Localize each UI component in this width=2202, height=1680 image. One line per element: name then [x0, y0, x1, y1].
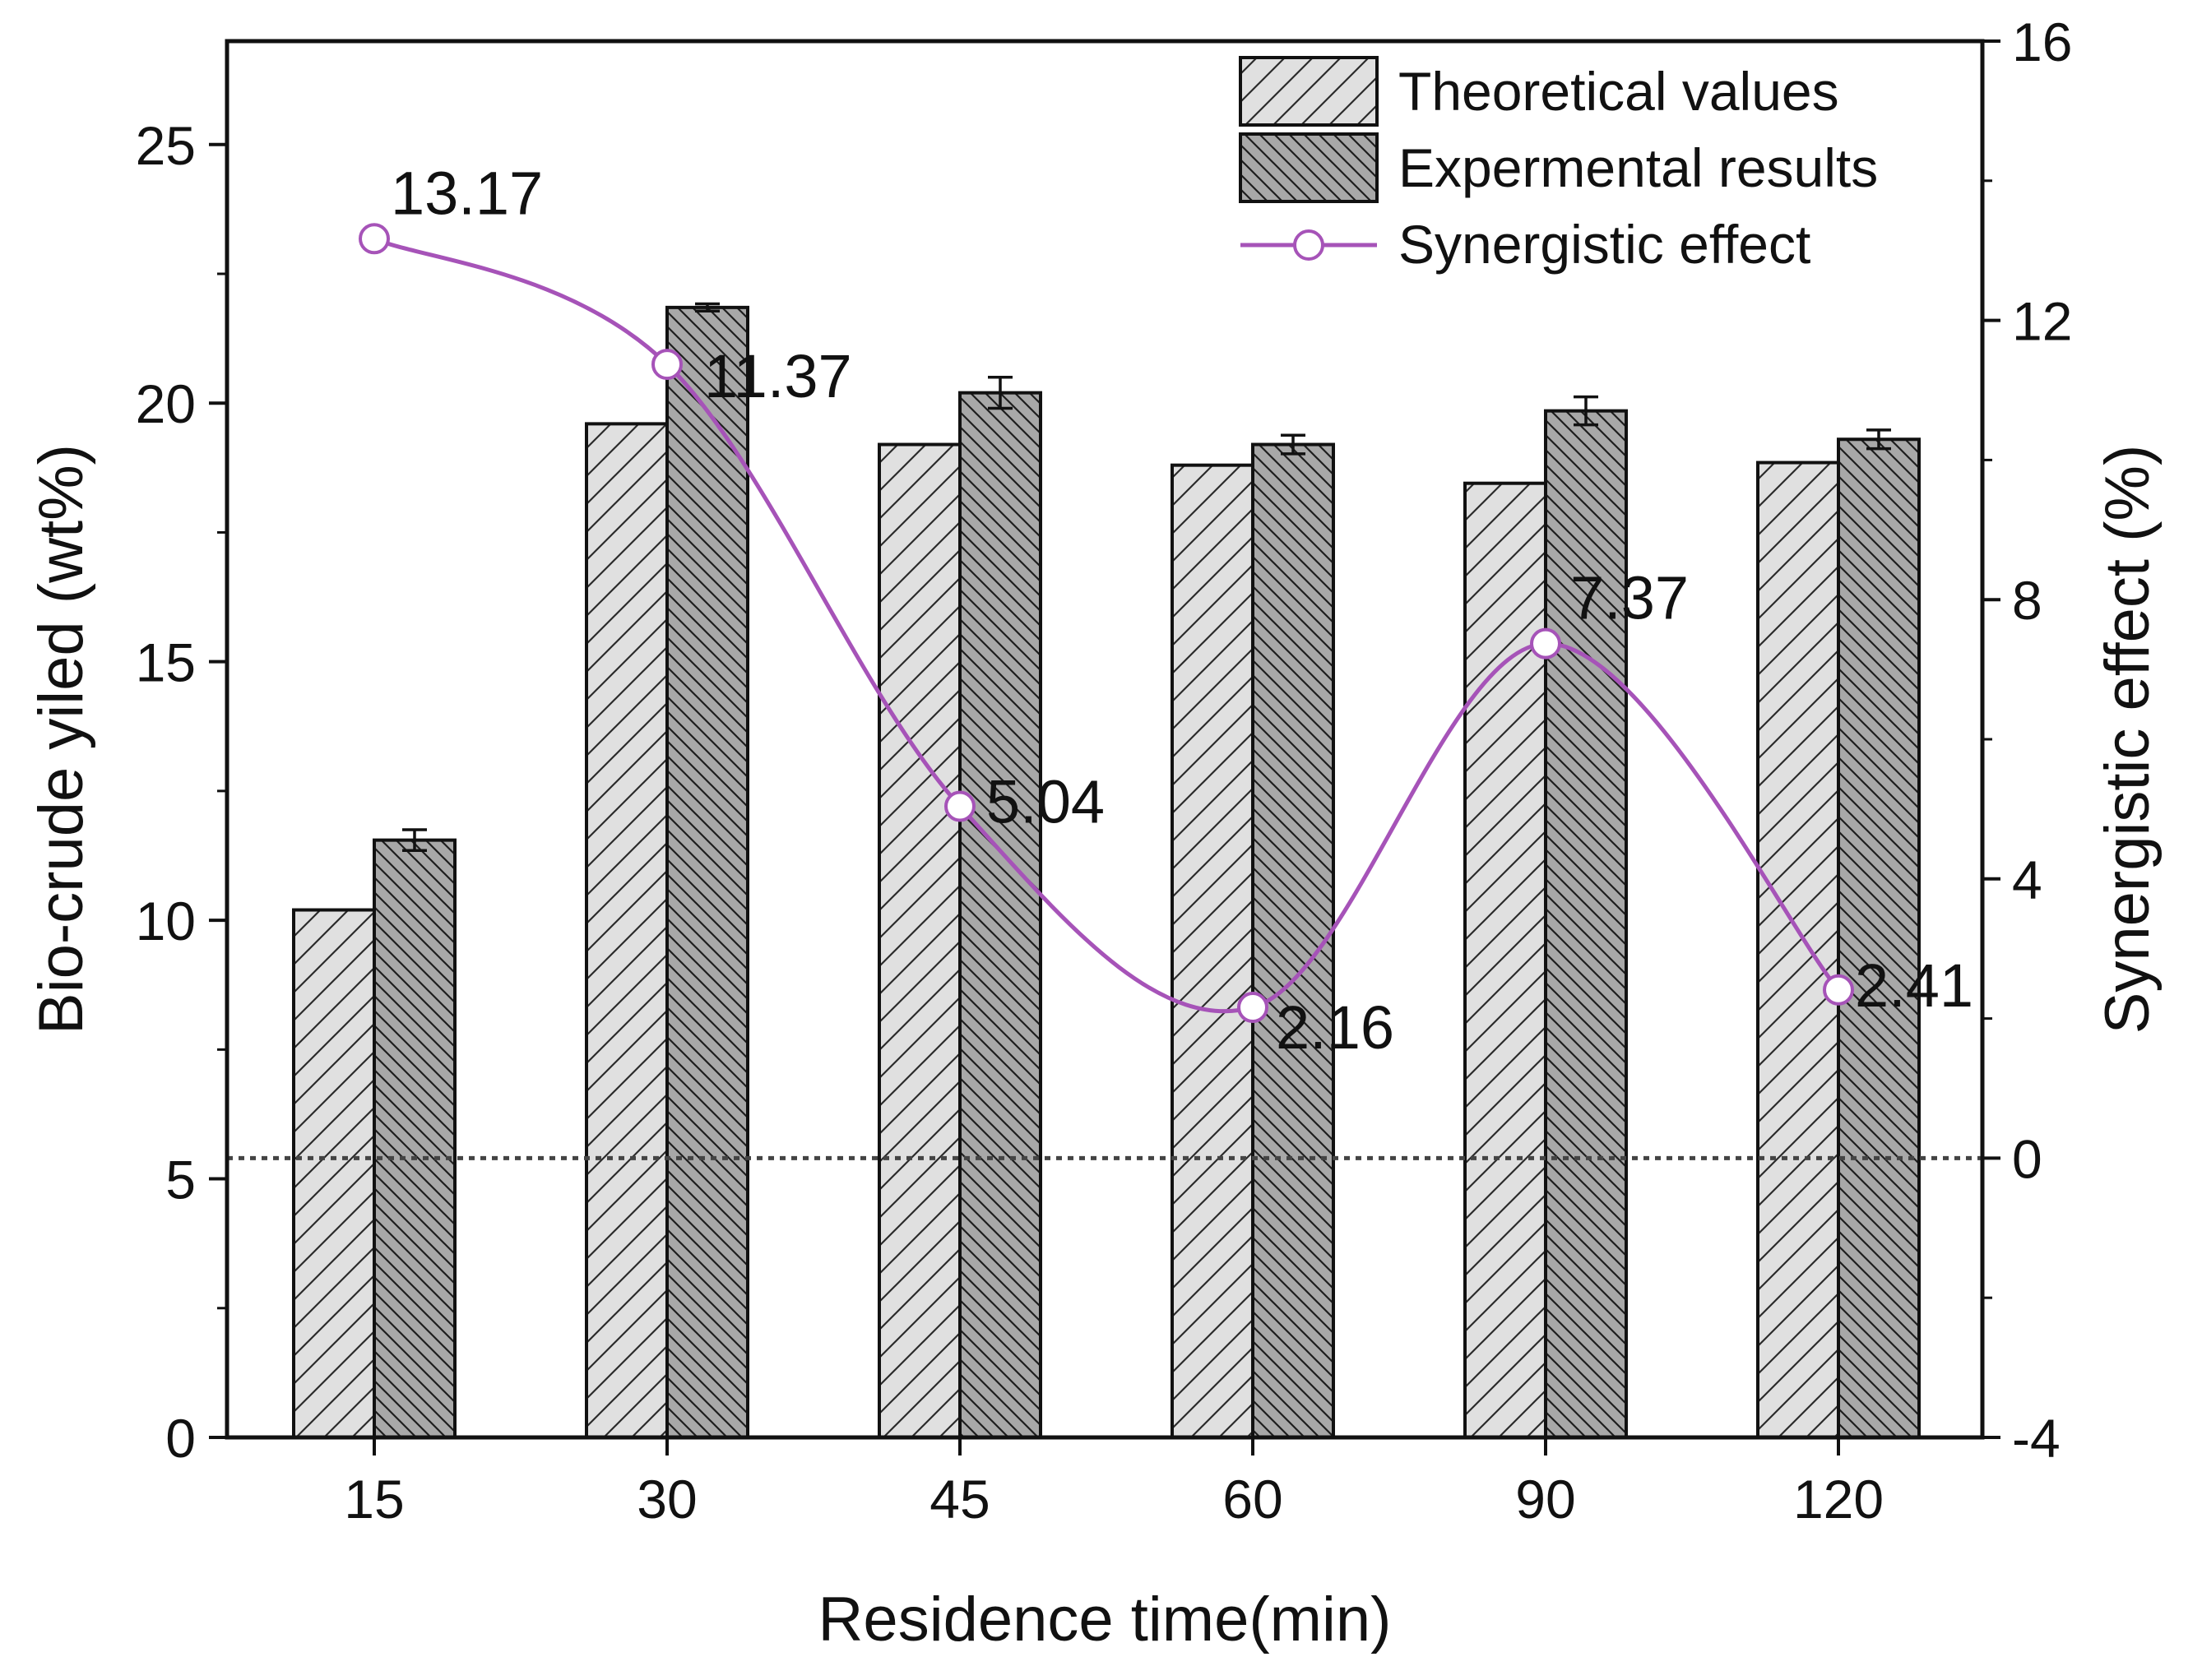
- x-tick-label: 120: [1793, 1469, 1884, 1530]
- synergistic-points: [359, 223, 1854, 1024]
- x-tick-label: 90: [1515, 1469, 1575, 1530]
- bar-theoretical-120: [1756, 460, 1840, 1439]
- bar-experimental-15: [373, 838, 457, 1439]
- y-axis-left-title: Bio-crude yiled (wt%): [26, 444, 96, 1034]
- y-axis-left-ticks: 0 5 10 15 20 25: [136, 115, 227, 1469]
- bar-theoretical-45: [878, 442, 962, 1439]
- y2-tick-label: 4: [2012, 849, 2042, 910]
- legend-label-theoretical: Theoretical values: [1398, 61, 1839, 122]
- legend-swatch-experimental: [1239, 132, 1379, 203]
- error-bars: [402, 302, 1891, 852]
- legend-swatch-theoretical: [1239, 56, 1379, 127]
- synergistic-label-15: 13.17: [391, 159, 543, 227]
- bar-experimental-120: [1837, 437, 1921, 1440]
- error-bar-90: [1574, 395, 1598, 427]
- bar-experimental-30: [665, 305, 749, 1439]
- x-tick-label: 30: [637, 1469, 697, 1530]
- synergistic-label-90: 7.37: [1570, 564, 1689, 632]
- synergistic-label-120: 2.41: [1855, 951, 1973, 1020]
- y-tick-label: 25: [136, 115, 196, 176]
- synergistic-point-15: [359, 223, 390, 255]
- error-bar-45: [988, 376, 1013, 410]
- synergistic-label-45: 5.04: [986, 768, 1105, 836]
- error-bar-60: [1281, 433, 1305, 456]
- y2-tick-label: 0: [2012, 1128, 2042, 1189]
- bars-theoretical: [292, 422, 1840, 1440]
- x-axis-title: Residence time(min): [818, 1585, 1392, 1655]
- y-tick-label: 0: [165, 1408, 196, 1469]
- error-bar-15: [402, 828, 427, 852]
- y-axis-right-ticks: -4 0 4 8 12 16: [1982, 12, 2072, 1469]
- bar-theoretical-90: [1463, 481, 1547, 1440]
- bar-theoretical-60: [1171, 463, 1254, 1440]
- legend: Theoretical values Expermental results S…: [1239, 56, 1878, 275]
- y-tick-label: 5: [165, 1150, 196, 1210]
- synergistic-label-30: 11.37: [704, 342, 852, 410]
- legend-marker-synergistic: [1293, 229, 1324, 261]
- x-tick-label: 45: [929, 1469, 990, 1530]
- synergistic-point-90: [1530, 627, 1561, 660]
- y-tick-label: 20: [136, 373, 196, 434]
- synergistic-point-45: [944, 790, 976, 822]
- legend-label-experimental: Expermental results: [1398, 137, 1878, 198]
- x-axis-ticks: 15 30 45 60 90 120: [344, 1437, 1884, 1530]
- x-tick-label: 60: [1222, 1469, 1282, 1530]
- y-tick-label: 15: [136, 632, 196, 693]
- synergistic-data-labels: 13.17 11.37 5.04 2.16 7.37 2.41: [391, 159, 1973, 1062]
- error-bar-120: [1866, 428, 1891, 451]
- error-bar-30: [695, 302, 720, 313]
- y-axis-right-title: Synergistic effect (%): [2093, 445, 2163, 1034]
- synergistic-point-30: [651, 349, 683, 381]
- synergistic-point-120: [1823, 974, 1854, 1006]
- y2-tick-label: 8: [2012, 570, 2042, 631]
- bar-theoretical-30: [585, 422, 669, 1439]
- y2-tick-label: 16: [2012, 12, 2072, 72]
- bar-experimental-90: [1544, 409, 1628, 1440]
- bar-experimental-60: [1251, 442, 1335, 1439]
- bar-experimental-45: [958, 391, 1042, 1440]
- y-tick-label: 10: [136, 891, 196, 951]
- y2-tick-label: 12: [2012, 291, 2072, 352]
- bar-theoretical-15: [292, 908, 376, 1439]
- x-tick-label: 15: [344, 1469, 404, 1530]
- synergistic-point-60: [1237, 992, 1268, 1024]
- y2-tick-label: -4: [2012, 1408, 2061, 1469]
- synergistic-label-60: 2.16: [1276, 993, 1394, 1062]
- legend-label-synergistic: Synergistic effect: [1398, 214, 1810, 275]
